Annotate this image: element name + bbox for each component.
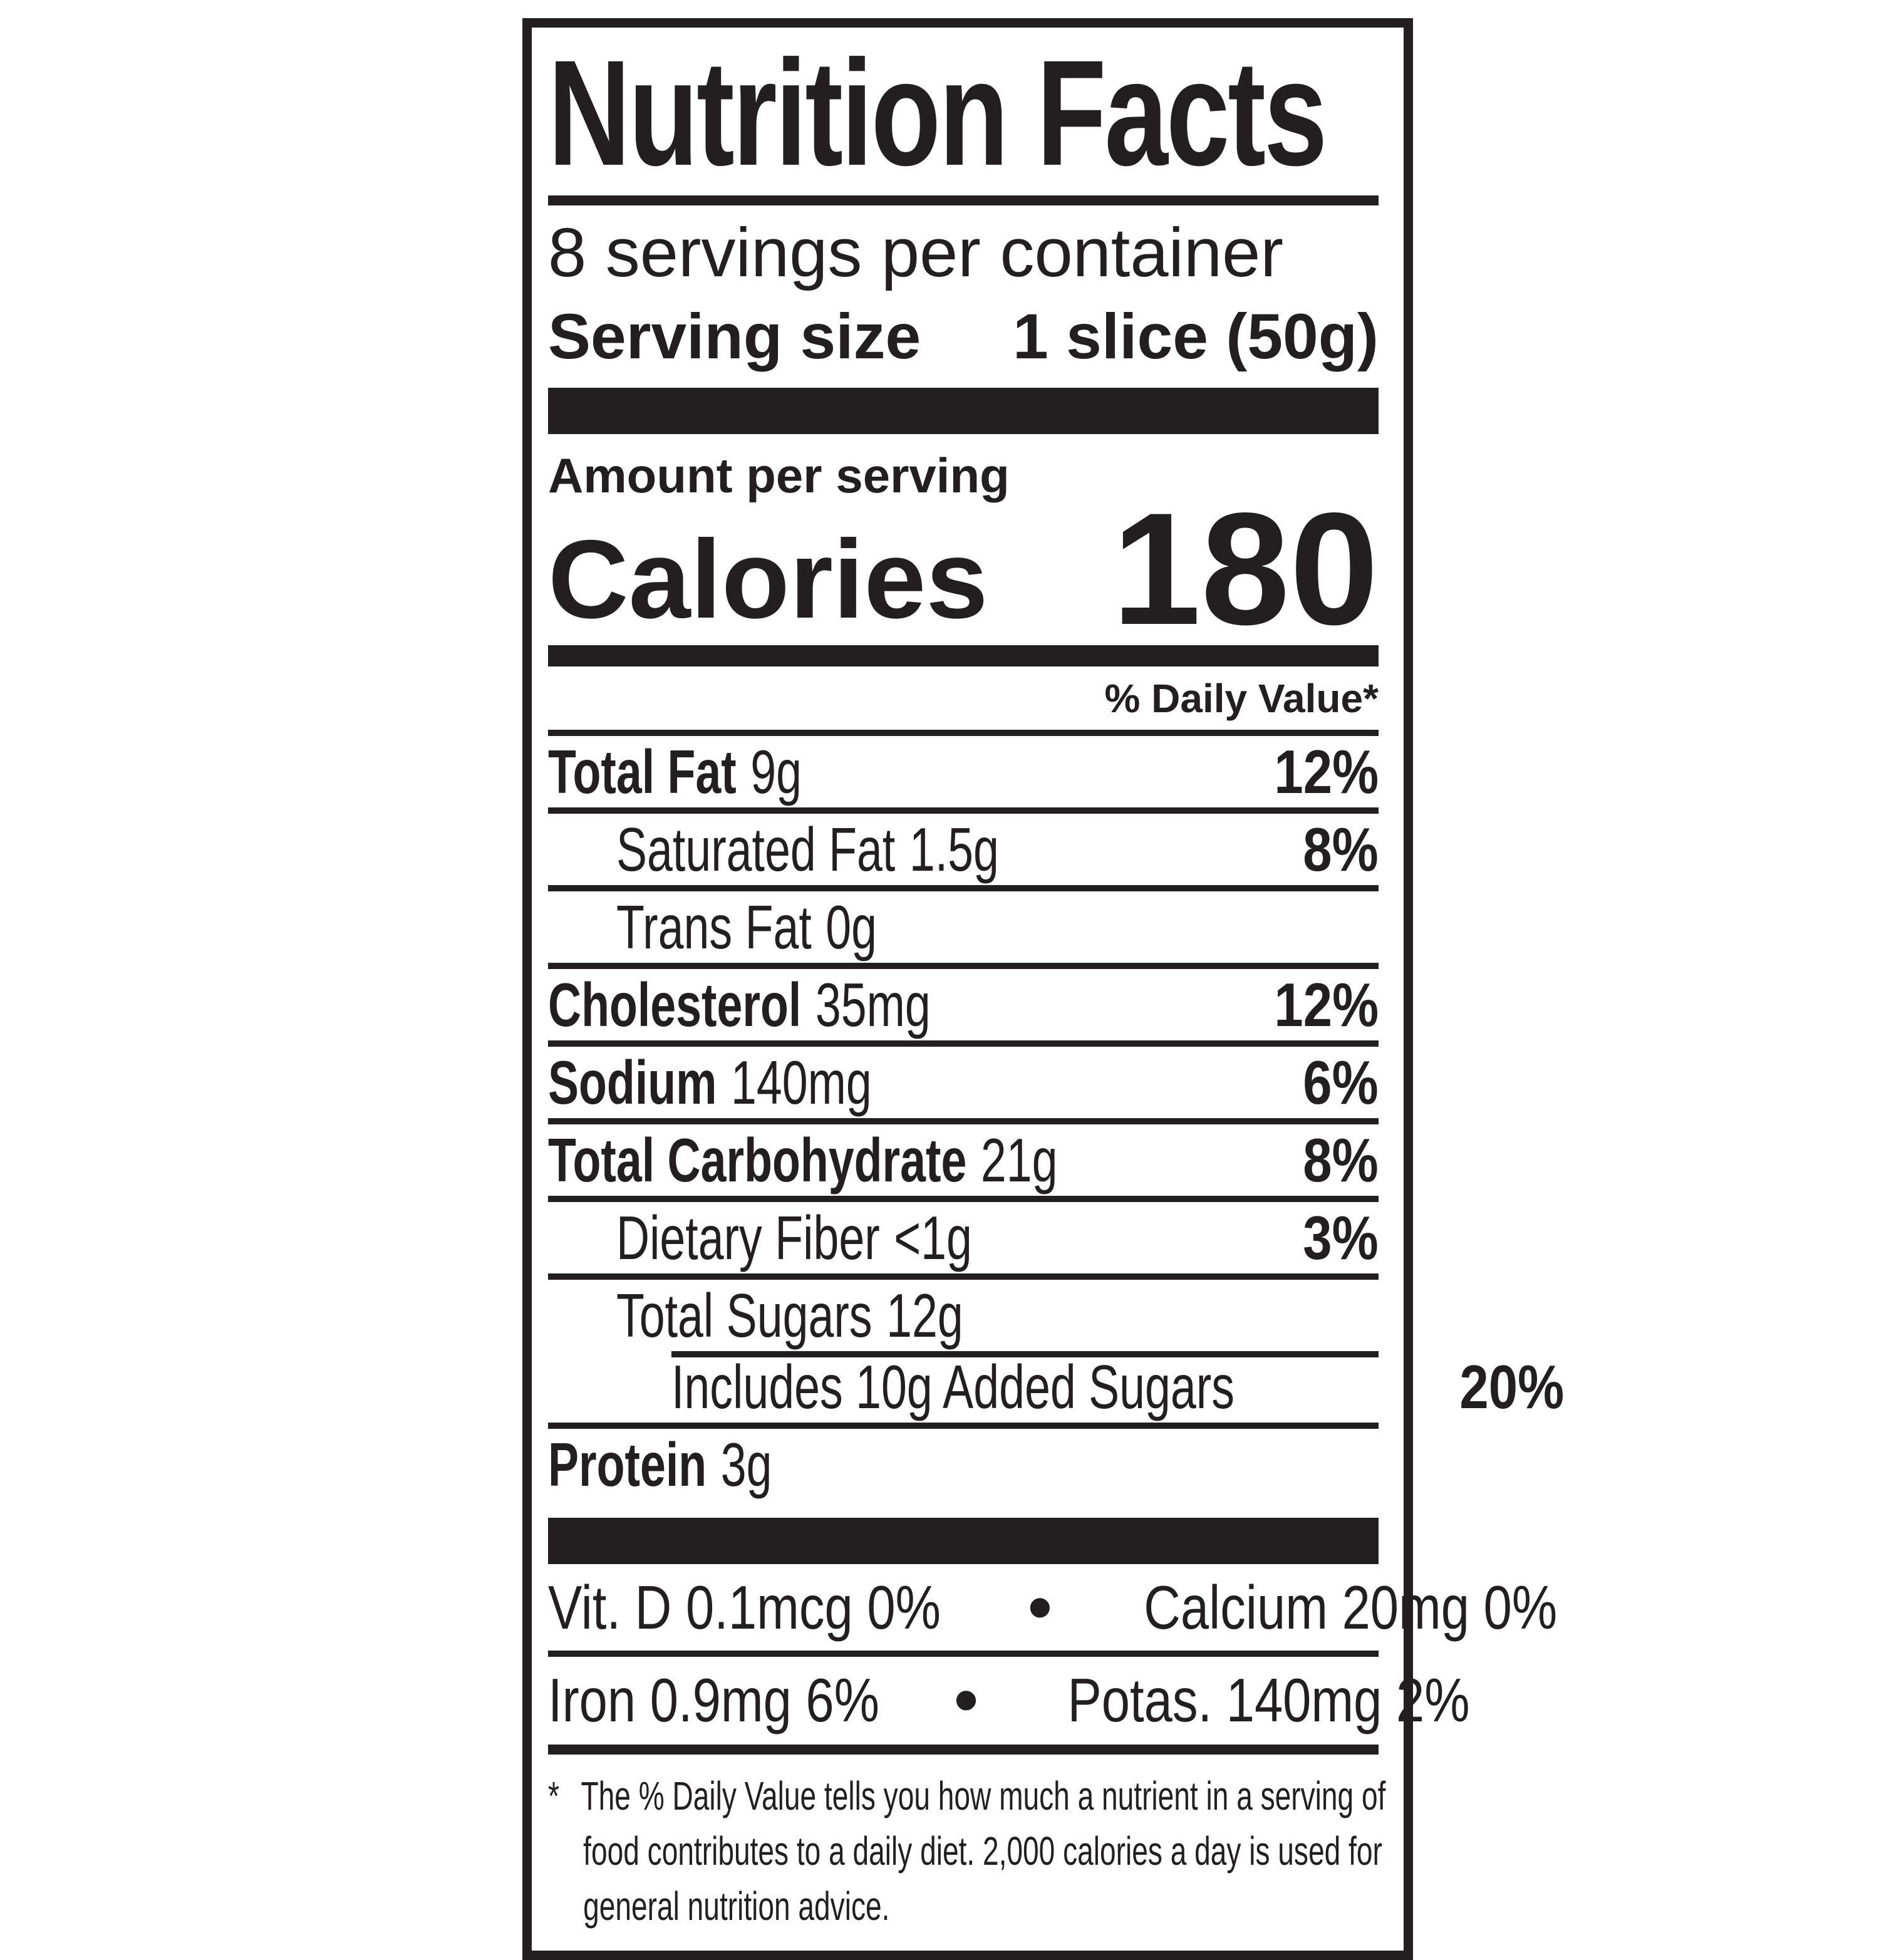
nutrient-amount: 21g bbox=[980, 1125, 1058, 1195]
amount-per-serving-label: Amount per serving bbox=[548, 447, 1010, 503]
nutrient-name-amount: Trans Fat 0g bbox=[616, 896, 877, 958]
nutrient-row-total-sugars: Total Sugars 12g bbox=[548, 1273, 1379, 1351]
serving-size-value: 1 slice (50g) bbox=[1013, 300, 1379, 372]
micronutrient-row-2: Iron 0.9mg 6% • Potas. 140mg 2% bbox=[548, 1650, 1469, 1743]
nutrient-name-amount: Total Fat 9g bbox=[548, 741, 802, 802]
nutrient-amount: 9g bbox=[750, 737, 802, 806]
nutrient-amount: 12g bbox=[886, 1280, 963, 1350]
nutrient-name: Total Fat bbox=[548, 737, 737, 806]
nutrient-row-protein: Protein 3g bbox=[548, 1422, 1379, 1500]
nutrient-name: Total Carbohydrate bbox=[548, 1125, 967, 1195]
nutrient-name-amount: Sodium 140mg bbox=[548, 1052, 872, 1113]
nutrient-amount: 1.5g bbox=[909, 814, 999, 884]
nutrient-name: Dietary Fiber bbox=[616, 1203, 880, 1272]
micronutrient-left: Vit. D 0.1mcg 0% bbox=[548, 1577, 1021, 1638]
nutrient-dv: 6% bbox=[1303, 1047, 1379, 1117]
thick-divider-top bbox=[548, 387, 1379, 434]
vitamin-d-value: Vit. D 0.1mcg 0% bbox=[548, 1572, 941, 1642]
calories-value: 180 bbox=[1112, 480, 1379, 659]
nutrient-name: Includes 10g Added Sugars bbox=[671, 1352, 1235, 1421]
nutrient-name: Cholesterol bbox=[548, 970, 802, 1039]
serving-size-row: Serving size 1 slice (50g) bbox=[548, 303, 1379, 370]
nutrient-name: Sodium bbox=[548, 1047, 717, 1117]
micronutrient-section: Vit. D 0.1mcg 0% • Calcium 20mg 0% Iron … bbox=[548, 1564, 1557, 1743]
micronutrient-row-1: Vit. D 0.1mcg 0% • Calcium 20mg 0% bbox=[548, 1567, 1557, 1647]
iron-value: Iron 0.9mg 6% bbox=[548, 1665, 879, 1734]
servings-per-container: 8 servings per container bbox=[548, 214, 1283, 291]
nutrient-rows: Total Fat 9g 12% Saturated Fat 1.5g 8% Tra… bbox=[548, 729, 1564, 1500]
label-title: Nutrition Facts bbox=[548, 38, 1379, 188]
nutrient-name: Trans Fat bbox=[616, 892, 812, 962]
calories-row: Calories 180 bbox=[548, 480, 1379, 659]
nutrient-dv: 12% bbox=[1274, 970, 1379, 1039]
nutrient-row-added-sugars: Includes 10g Added Sugars 20% bbox=[548, 1351, 1564, 1423]
nutrient-dv: 20% bbox=[1459, 1352, 1564, 1421]
micronutrient-left: Iron 0.9mg 6% bbox=[548, 1669, 947, 1731]
nutrient-amount: 140mg bbox=[730, 1047, 872, 1117]
nutrient-row-total-fat: Total Fat 9g 12% bbox=[548, 729, 1379, 807]
footnote-asterisk: * bbox=[548, 1773, 559, 1818]
footnote-text: The % Daily Value tells you how much a n… bbox=[581, 1773, 1386, 1929]
nutrient-name: Protein bbox=[548, 1429, 707, 1499]
footnote-divider bbox=[548, 1744, 1379, 1755]
calories-label: Calories bbox=[548, 516, 988, 641]
nutrient-row-cholesterol: Cholesterol 35mg 12% bbox=[548, 962, 1379, 1040]
nutrient-name: Saturated Fat bbox=[616, 814, 896, 884]
nutrient-dv: 3% bbox=[1303, 1203, 1379, 1272]
nutrient-name-amount: Protein 3g bbox=[548, 1434, 772, 1495]
potassium-value: Potas. 140mg 2% bbox=[1067, 1665, 1470, 1734]
nutrient-name-amount: Includes 10g Added Sugars bbox=[671, 1356, 1249, 1418]
label-title-text: Nutrition Facts bbox=[548, 29, 1327, 197]
nutrient-dv: 8% bbox=[1303, 1125, 1379, 1195]
calories-divider bbox=[548, 645, 1379, 666]
serving-size-label: Serving size bbox=[548, 300, 921, 372]
nutrient-amount: 35mg bbox=[815, 970, 931, 1039]
nutrient-amount: <1g bbox=[894, 1203, 972, 1272]
nutrient-row-dietary-fiber: Dietary Fiber <1g 3% bbox=[548, 1195, 1379, 1273]
micronutrient-right: Potas. 140mg 2% bbox=[985, 1665, 1470, 1734]
thick-divider-bottom bbox=[548, 1517, 1379, 1564]
footnote: * The % Daily Value tells you how much a … bbox=[548, 1768, 1424, 1934]
nutrient-row-saturated-fat: Saturated Fat 1.5g 8% bbox=[548, 807, 1379, 885]
nutrient-dv: 8% bbox=[1303, 814, 1379, 884]
nutrient-row-sodium: Sodium 140mg 6% bbox=[548, 1040, 1379, 1118]
nutrition-facts-label: Nutrition Facts 8 servings per container… bbox=[522, 18, 1564, 1960]
nutrient-name-amount: Saturated Fat 1.5g bbox=[616, 819, 999, 880]
calcium-value: Calcium 20mg 0% bbox=[1143, 1572, 1557, 1642]
nutrient-dv: 12% bbox=[1274, 737, 1379, 806]
daily-value-header: % Daily Value* bbox=[1104, 675, 1379, 721]
page-background: Nutrition Facts 8 servings per container… bbox=[522, 18, 1564, 1960]
nutrient-row-total-carbohydrate: Total Carbohydrate 21g 8% bbox=[548, 1117, 1379, 1196]
nutrient-name-amount: Cholesterol 35mg bbox=[548, 974, 931, 1035]
nutrient-name-amount: Total Sugars 12g bbox=[616, 1285, 963, 1346]
nutrient-name-amount: Dietary Fiber <1g bbox=[616, 1207, 972, 1268]
micronutrient-right: Calcium 20mg 0% bbox=[1059, 1577, 1557, 1638]
nutrient-name-amount: Total Carbohydrate 21g bbox=[548, 1129, 1058, 1191]
nutrient-amount: 0g bbox=[826, 892, 877, 962]
nutrient-amount: 3g bbox=[720, 1429, 772, 1499]
title-divider bbox=[548, 195, 1379, 205]
nutrient-name: Total Sugars bbox=[616, 1280, 872, 1350]
nutrient-row-trans-fat: Trans Fat 0g bbox=[548, 884, 1379, 963]
